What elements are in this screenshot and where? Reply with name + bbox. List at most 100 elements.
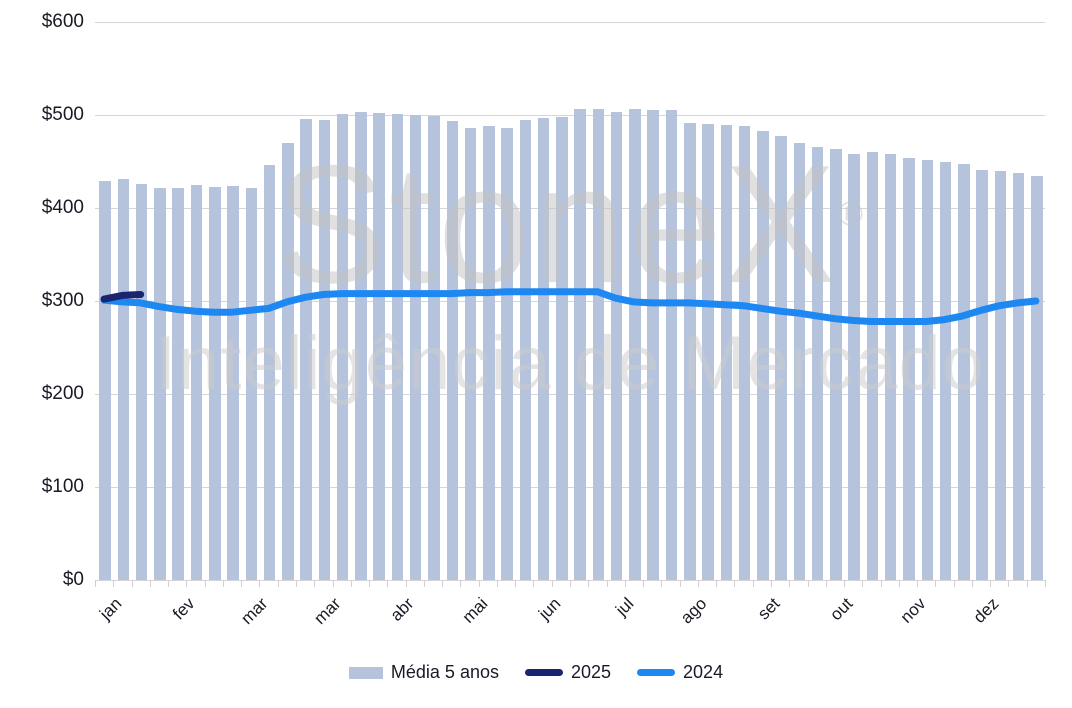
x-tick (515, 580, 517, 587)
x-axis-label-set-9: set (753, 594, 784, 624)
y-axis-label: $100 (41, 476, 84, 497)
x-tick (734, 580, 736, 587)
bar-week-50 (994, 170, 1007, 580)
x-tick (1008, 580, 1010, 587)
y-axis-label: $200 (41, 383, 84, 404)
legend-label: 2025 (570, 662, 612, 682)
x-tick (752, 580, 754, 587)
legend-label: Média 5 anos (390, 662, 499, 682)
x-tick (789, 580, 791, 587)
x-tick (770, 580, 772, 587)
x-tick (953, 580, 955, 587)
x-tick (880, 580, 882, 587)
bar-week-43 (866, 152, 879, 580)
x-tick (588, 580, 590, 587)
x-tick (405, 580, 407, 587)
bar-swatch (348, 666, 383, 679)
bar-week-7 (209, 186, 221, 580)
bar-week-27 (574, 109, 586, 580)
bar-week-6 (190, 184, 203, 580)
bar-week-51 (1012, 172, 1025, 580)
y-axis-label: $600 (41, 11, 84, 32)
bar-week-32 (665, 110, 678, 580)
x-tick (95, 580, 96, 587)
x-tick (935, 580, 937, 587)
x-tick (844, 580, 846, 587)
legend: Média 5 anos 2025 2024 (0, 662, 1072, 683)
x-tick (971, 580, 973, 587)
legend-item-2024: 2024 (637, 662, 723, 683)
x-tick (204, 580, 206, 587)
bar-week-46 (921, 159, 933, 580)
x-tick (716, 580, 718, 587)
bar-week-8 (227, 185, 239, 580)
x-axis-label-ago-8: ago (676, 594, 711, 628)
y-axis-label: $300 (41, 290, 84, 311)
x-axis-label-jan-0: jan (96, 594, 126, 624)
bar-week-25 (537, 117, 550, 580)
legend-item-media-5-anos: Média 5 anos (348, 662, 499, 683)
bar-week-47 (939, 162, 952, 580)
gridline (95, 393, 1045, 395)
x-axis-labels: jan fev mar mar abr mai jun jul ago set out nov dez (95, 588, 1045, 648)
bar-week-11 (282, 142, 294, 580)
bar-week-10 (263, 165, 276, 580)
bar-week-42 (848, 154, 860, 580)
bar-week-45 (903, 157, 915, 580)
x-axis-label-abr-4: abr (387, 594, 418, 625)
gridline (95, 300, 1045, 302)
legend-label: 2024 (683, 662, 724, 682)
x-tick (241, 580, 243, 587)
x-tick (862, 580, 864, 587)
bar-week-21 (464, 128, 477, 580)
bar-week-44 (884, 154, 897, 580)
x-tick (149, 580, 151, 587)
bar-week-41 (830, 149, 842, 580)
x-tick (131, 580, 133, 587)
bar-week-36 (738, 126, 751, 580)
x-tick (442, 580, 444, 587)
bar-week-1 (99, 181, 111, 580)
x-tick (917, 580, 919, 587)
x-axis-label-dez-12: dez (969, 594, 1003, 627)
x-tick (113, 580, 115, 587)
bar-week-24 (519, 119, 532, 580)
bar-week-5 (172, 188, 184, 580)
x-tick (460, 580, 462, 587)
x-axis-label-out-10: out (826, 594, 857, 625)
x-tick (369, 580, 371, 587)
x-tick (990, 580, 992, 587)
x-tick (478, 580, 480, 587)
bar-week-49 (976, 169, 988, 580)
y-axis-label: $400 (41, 197, 84, 218)
bar-week-40 (811, 146, 824, 580)
x-tick (1045, 580, 1046, 587)
bar-week-37 (757, 130, 769, 580)
x-tick (606, 580, 608, 587)
y-axis: $0 $100 $200 $300 $400 $500 $600 (0, 0, 84, 708)
x-tick (295, 580, 297, 587)
bar-week-30 (629, 109, 641, 580)
x-axis-label-mai-5: mai (458, 594, 491, 627)
bar-week-15 (355, 112, 367, 580)
bar-week-4 (154, 187, 166, 580)
x-tick (332, 580, 334, 587)
gridline (95, 114, 1045, 116)
bar-week-35 (720, 125, 733, 580)
x-axis-label-mar-2: mar (237, 594, 272, 629)
legend-item-2025: 2025 (524, 662, 612, 683)
x-axis-label-jul-7: jul (611, 594, 638, 620)
bar-week-52 (1031, 176, 1043, 580)
line-swatch-2024 (637, 669, 676, 676)
gridline (95, 21, 1045, 23)
bar-week-20 (446, 120, 458, 580)
y-axis-label: $500 (41, 104, 84, 125)
bar-week-3 (135, 183, 148, 580)
x-tick (807, 580, 809, 587)
x-tick (277, 580, 279, 587)
series-line-2024 (100, 288, 1040, 325)
bar-week-14 (336, 114, 349, 580)
bar-week-18 (409, 115, 422, 580)
gridline (95, 486, 1045, 488)
